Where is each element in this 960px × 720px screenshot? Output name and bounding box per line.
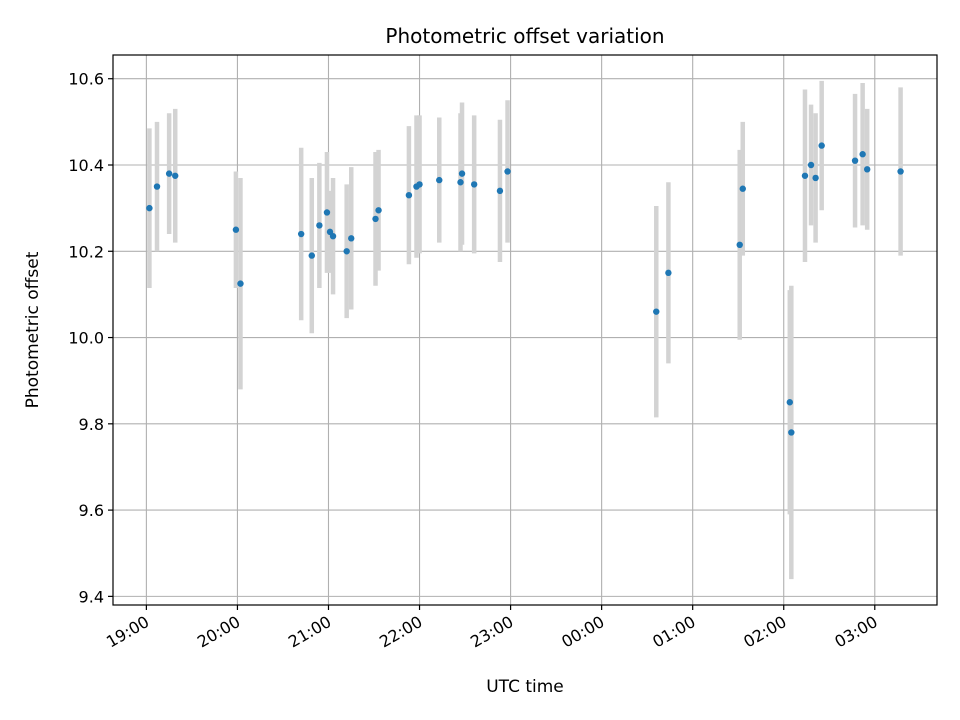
error-bars	[147, 80, 903, 580]
data-point	[343, 248, 350, 255]
x-axis: 19:00 20:00 21:00 22:00 23:00 00:00 01:00 02:00…	[103, 605, 881, 652]
y-axis: 9.4 9.6 9.8 10.0 10.2 10.4 10.6	[68, 70, 113, 606]
y-axis-label: Photometric offset	[23, 251, 43, 408]
data-point	[232, 226, 240, 233]
x-axis-label: UTC time	[486, 677, 564, 697]
data-point	[297, 230, 305, 238]
data-point	[818, 142, 825, 149]
data-point	[165, 170, 173, 177]
data-point	[458, 170, 466, 177]
data-point	[329, 232, 337, 240]
grid-lines	[113, 55, 937, 605]
data-point	[736, 241, 743, 249]
data-point	[470, 181, 478, 188]
x-tick-label: 02:00	[740, 612, 789, 652]
y-tick-label: 9.6	[79, 501, 104, 520]
x-tick-label: 23:00	[467, 612, 516, 652]
data-point	[504, 168, 511, 175]
y-tick-label: 9.8	[79, 415, 104, 434]
data-point	[801, 172, 809, 179]
data-point	[739, 185, 746, 192]
x-tick-label: 20:00	[194, 612, 243, 652]
data-point	[323, 209, 331, 216]
data-point	[496, 187, 504, 195]
data-point	[863, 166, 871, 173]
y-tick-label: 9.4	[79, 587, 104, 606]
data-point	[316, 222, 323, 229]
data-point	[807, 161, 815, 169]
data-point	[405, 191, 413, 199]
data-point	[416, 181, 423, 188]
y-tick-label: 10.6	[68, 70, 104, 89]
x-tick-label: 19:00	[103, 612, 152, 652]
data-point	[788, 429, 795, 436]
x-tick-label: 03:00	[831, 612, 880, 652]
data-point	[457, 179, 464, 186]
data-point	[375, 207, 382, 214]
y-tick-label: 10.4	[68, 156, 104, 175]
data-point	[665, 269, 672, 277]
data-point	[153, 183, 161, 190]
y-tick-label: 10.2	[68, 242, 104, 261]
data-point	[348, 235, 355, 242]
data-point	[812, 174, 819, 182]
data-point	[172, 172, 179, 179]
data-points	[146, 142, 904, 436]
plot-frame	[112, 54, 938, 606]
data-point	[859, 151, 866, 158]
data-point	[897, 168, 904, 175]
x-tick-label: 22:00	[376, 612, 425, 652]
data-point	[146, 204, 153, 212]
data-point	[851, 157, 859, 164]
data-point	[237, 280, 244, 287]
data-point	[308, 252, 315, 259]
x-tick-label: 01:00	[649, 612, 698, 652]
data-point	[372, 215, 379, 223]
x-tick-label: 00:00	[558, 612, 607, 652]
chart-title: Photometric offset variation	[385, 24, 664, 48]
data-point	[436, 176, 443, 184]
data-point	[653, 308, 660, 315]
y-tick-label: 10.0	[68, 329, 104, 348]
x-tick-label: 21:00	[285, 612, 334, 652]
data-point	[786, 399, 794, 406]
